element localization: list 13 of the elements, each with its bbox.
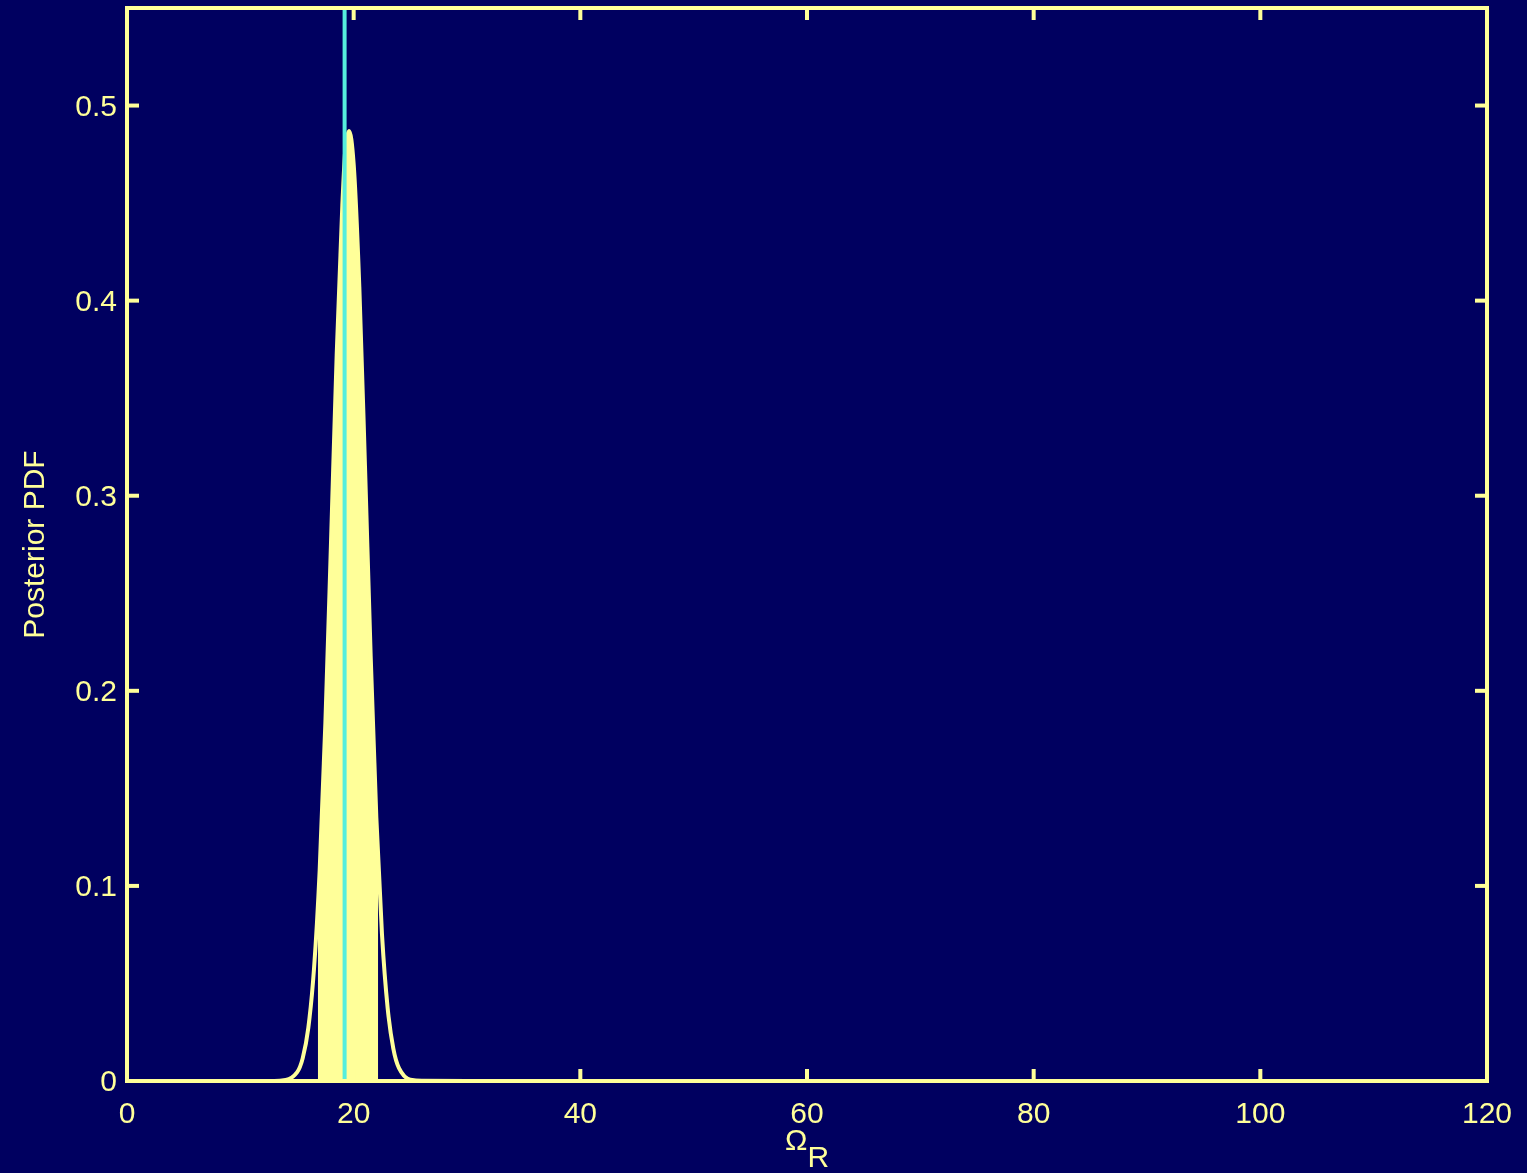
x-tick-label: 80 — [1016, 1096, 1051, 1129]
x-tick-label: 120 — [1461, 1096, 1513, 1129]
y-axis-title: Posterior PDF — [17, 450, 50, 639]
y-tick-label: 0.3 — [75, 478, 117, 512]
y-tick-label: 0 — [100, 1064, 117, 1097]
x-tick-label: 20 — [336, 1096, 371, 1129]
y-tick-label: 0.4 — [75, 283, 117, 317]
y-tick-label: 0.1 — [75, 868, 117, 902]
x-tick-label: 100 — [1235, 1096, 1286, 1129]
x-tick-label: 40 — [563, 1096, 598, 1129]
y-tick-label: 0.5 — [75, 88, 117, 122]
x-tick-label: 60 — [790, 1096, 824, 1129]
y-tick-label: 0.2 — [75, 673, 117, 707]
